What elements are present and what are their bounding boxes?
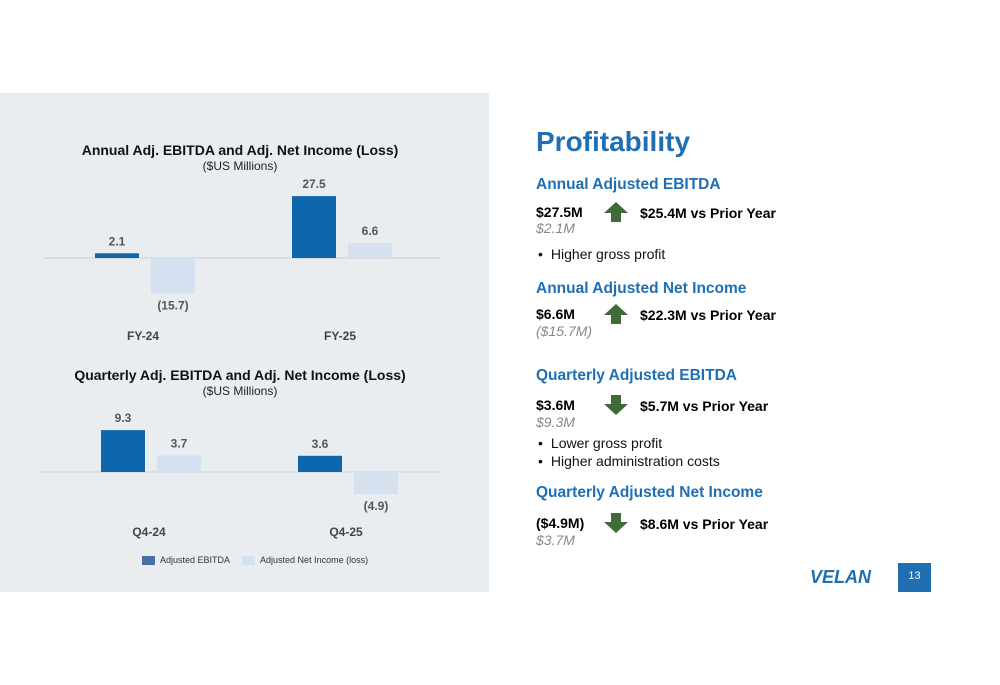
data-label: 9.3: [115, 411, 132, 425]
annual-chart: 2.1 (15.7) FY-24 27.5 6.6 FY-25: [45, 177, 440, 343]
bullet-item: Lower gross profit: [538, 434, 720, 452]
bar-ebitda: [101, 430, 145, 472]
bar-ebitda: [95, 253, 139, 258]
legend-label-ebitda: Adjusted EBITDA: [160, 555, 231, 565]
category-label: Q4-24: [132, 525, 166, 539]
bullets-annual-ebitda: Higher gross profit: [538, 245, 665, 263]
prior-annual-net-income: ($15.7M): [536, 323, 593, 339]
annual-chart-title: Annual Adj. EBITDA and Adj. Net Income (…: [81, 142, 399, 158]
bullets-quarterly-ebitda: Lower gross profit Higher administration…: [538, 434, 720, 470]
charts-panel: [0, 93, 489, 592]
value-annual-net-income: $6.6M: [536, 306, 575, 322]
prior-quarterly-ebitda: $9.3M: [536, 414, 575, 430]
legend-swatch-ebitda: [142, 555, 155, 565]
data-label: 3.7: [171, 436, 188, 450]
section-title-annual-net-income: Annual Adjusted Net Income: [536, 280, 747, 297]
value-quarterly-net-income: ($4.9M): [536, 515, 585, 531]
chart-legend: Adjusted EBITDA Adjusted Net Income (los…: [142, 555, 380, 565]
page-number: 13: [898, 563, 931, 592]
quarterly-chart: 9.3 3.7 Q4-24 3.6 (4.9)Q4-25: [40, 411, 440, 539]
bullet-item: Higher gross profit: [538, 245, 665, 263]
legend-item-net-income: Adjusted Net Income (loss): [242, 555, 368, 565]
legend-swatch-net-income: [242, 555, 256, 565]
delta-annual-ebitda: $25.4M vs Prior Year: [640, 205, 776, 221]
arrow-down-icon: [604, 513, 628, 533]
arrow-down-icon: [604, 395, 628, 415]
logo-text: VELAN: [810, 567, 872, 587]
bar-net-income: [354, 472, 398, 495]
annual-chart-subtitle: ($US Millions): [202, 159, 278, 173]
category-label: Q4-25: [329, 525, 363, 539]
value-annual-ebitda: $27.5M: [536, 204, 583, 220]
data-label: (15.7): [157, 298, 188, 312]
value-quarterly-ebitda: $3.6M: [536, 397, 575, 413]
data-label: 6.6: [362, 224, 379, 238]
prior-quarterly-net-income: $3.7M: [536, 532, 575, 548]
section-title-annual-ebitda: Annual Adjusted EBITDA: [536, 176, 721, 193]
bar-net-income: [157, 455, 201, 472]
bar-ebitda: [298, 455, 342, 472]
velan-logo: VELAN: [810, 567, 872, 587]
page-title: Profitability: [536, 126, 691, 157]
delta-annual-net-income: $22.3M vs Prior Year: [640, 307, 776, 323]
delta-quarterly-net-income: $8.6M vs Prior Year: [640, 516, 769, 532]
legend-label-net-income: Adjusted Net Income (loss): [260, 555, 369, 565]
data-label: 2.1: [109, 234, 126, 248]
prior-annual-ebitda: $2.1M: [536, 220, 575, 236]
data-label: 3.6: [312, 437, 329, 451]
quarterly-chart-title: Quarterly Adj. EBITDA and Adj. Net Incom…: [74, 367, 406, 383]
arrow-up-icon: [604, 202, 628, 222]
section-title-quarterly-ebitda: Quarterly Adjusted EBITDA: [536, 367, 737, 384]
bar-ebitda: [292, 196, 336, 258]
category-label: FY-24: [127, 329, 159, 343]
legend-item-ebitda: Adjusted EBITDA: [142, 555, 230, 565]
bar-net-income: [348, 243, 392, 258]
bullet-item: Higher administration costs: [538, 452, 720, 470]
data-label: (4.9): [364, 499, 389, 513]
delta-quarterly-ebitda: $5.7M vs Prior Year: [640, 398, 769, 414]
data-label: 27.5: [302, 177, 326, 191]
section-title-quarterly-net-income: Quarterly Adjusted Net Income: [536, 484, 763, 501]
quarterly-chart-subtitle: ($US Millions): [202, 384, 278, 398]
category-label: FY-25: [324, 329, 356, 343]
bar-net-income: [151, 258, 195, 294]
arrow-up-icon: [604, 304, 628, 324]
